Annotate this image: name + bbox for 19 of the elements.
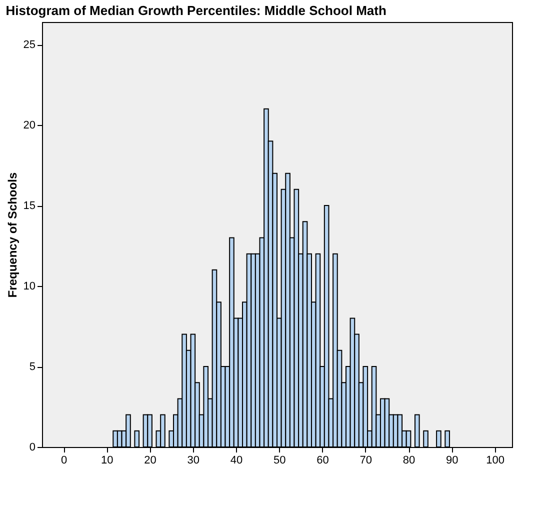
y-tick-label: 0 [29,442,36,454]
x-tick-label: 0 [60,454,68,466]
y-tick-label: 10 [23,280,36,293]
x-tick-label: 30 [187,454,200,466]
x-tick-label: 20 [144,454,156,466]
y-tick-label: 5 [29,361,36,374]
x-tick-label: 70 [360,454,372,466]
y-tick-label: 20 [23,120,36,132]
x-tick-label: 80 [402,454,416,466]
y-axis-title: Frequency of Schools [5,172,20,298]
y-tick-label: 25 [23,39,36,52]
y-tick-label: 15 [23,200,36,212]
x-tick-label: 60 [316,454,329,466]
chart-title: Histogram of Median Growth Percentiles: Middle School Math [6,3,386,18]
x-tick-label: 10 [101,454,114,466]
x-tick-label: 90 [446,454,458,466]
x-tick-label: 100 [486,454,504,466]
x-tick-label: 50 [274,454,286,466]
x-tick-label: 40 [230,454,243,466]
